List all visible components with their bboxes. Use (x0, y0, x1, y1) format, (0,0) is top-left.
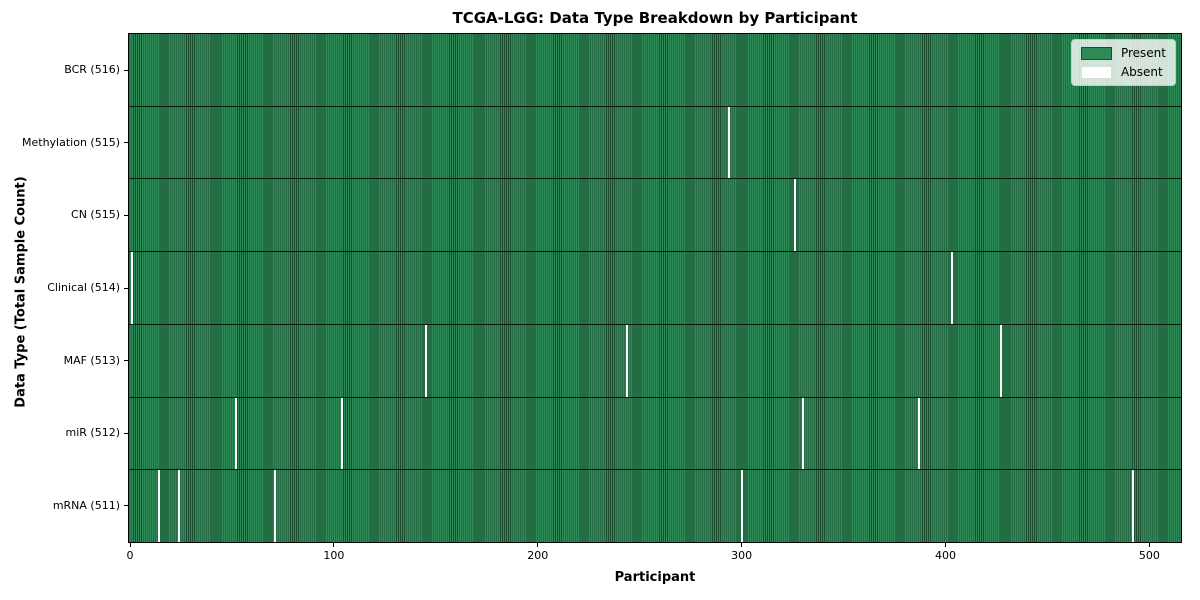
x-tick-mark (1148, 543, 1150, 547)
absent-marker (157, 470, 160, 543)
y-tick-label: miR (512) (65, 426, 121, 440)
heatmap-row-mir (129, 396, 1181, 470)
y-tick-mark (124, 69, 128, 71)
x-axis-title: Participant (614, 570, 696, 585)
absent-marker (1132, 470, 1135, 543)
legend: Present Absent (1070, 39, 1176, 86)
absent-marker (235, 397, 238, 470)
x-tick-label: 400 (935, 549, 957, 562)
x-tick-mark (129, 543, 131, 547)
absent-marker (999, 324, 1002, 397)
absent-marker (177, 470, 180, 543)
heatmap-row-mrna (129, 469, 1181, 543)
y-tick-mark (124, 505, 128, 507)
y-tick-label: mRNA (511) (52, 498, 120, 512)
x-tick-mark (741, 543, 743, 547)
y-tick-mark (124, 432, 128, 434)
y-tick-label: BCR (516) (64, 63, 120, 77)
legend-item-absent: Absent (1080, 65, 1166, 79)
heatmap-row-cn (129, 178, 1181, 252)
x-tick-label: 0 (126, 549, 134, 562)
absent-marker (341, 397, 344, 470)
plot-area: Present Absent (128, 33, 1182, 543)
absent-marker (131, 252, 134, 324)
y-tick-label: Methylation (515) (22, 135, 120, 149)
x-tick-mark (537, 543, 539, 547)
absent-marker (740, 470, 743, 543)
legend-absent-label: Absent (1120, 65, 1163, 79)
legend-present-label: Present (1120, 46, 1166, 60)
absent-marker (728, 106, 731, 179)
y-tick-label: Clinical (514) (47, 281, 120, 294)
absent-marker (801, 397, 804, 470)
y-tick-mark (124, 287, 128, 289)
x-tick-label: 200 (527, 549, 549, 562)
absent-marker (273, 470, 276, 543)
x-tick-mark (333, 543, 335, 547)
absent-marker (918, 397, 921, 470)
absent-marker (793, 179, 796, 252)
x-tick-label: 100 (323, 549, 345, 562)
y-tick-label: CN (515) (71, 208, 120, 222)
y-tick-mark (124, 214, 128, 216)
heatmap-row-maf (129, 323, 1181, 397)
legend-absent-swatch (1080, 65, 1112, 79)
legend-item-present: Present (1080, 46, 1166, 60)
heatmap-row-methylation (129, 105, 1181, 179)
y-tick-label: MAF (513) (63, 353, 120, 367)
x-tick-label: 300 (731, 549, 753, 562)
absent-marker (950, 252, 953, 324)
y-tick-mark (124, 142, 128, 144)
chart-title: TCGA-LGG: Data Type Breakdown by Partici… (452, 9, 858, 27)
heatmap-row-bcr (129, 34, 1181, 106)
y-tick-mark (124, 360, 128, 362)
heatmap-row-clinical (129, 251, 1181, 324)
x-tick-mark (945, 543, 947, 547)
legend-present-swatch (1080, 46, 1112, 60)
absent-marker (424, 324, 427, 397)
absent-marker (626, 324, 629, 397)
x-tick-label: 500 (1138, 549, 1160, 562)
